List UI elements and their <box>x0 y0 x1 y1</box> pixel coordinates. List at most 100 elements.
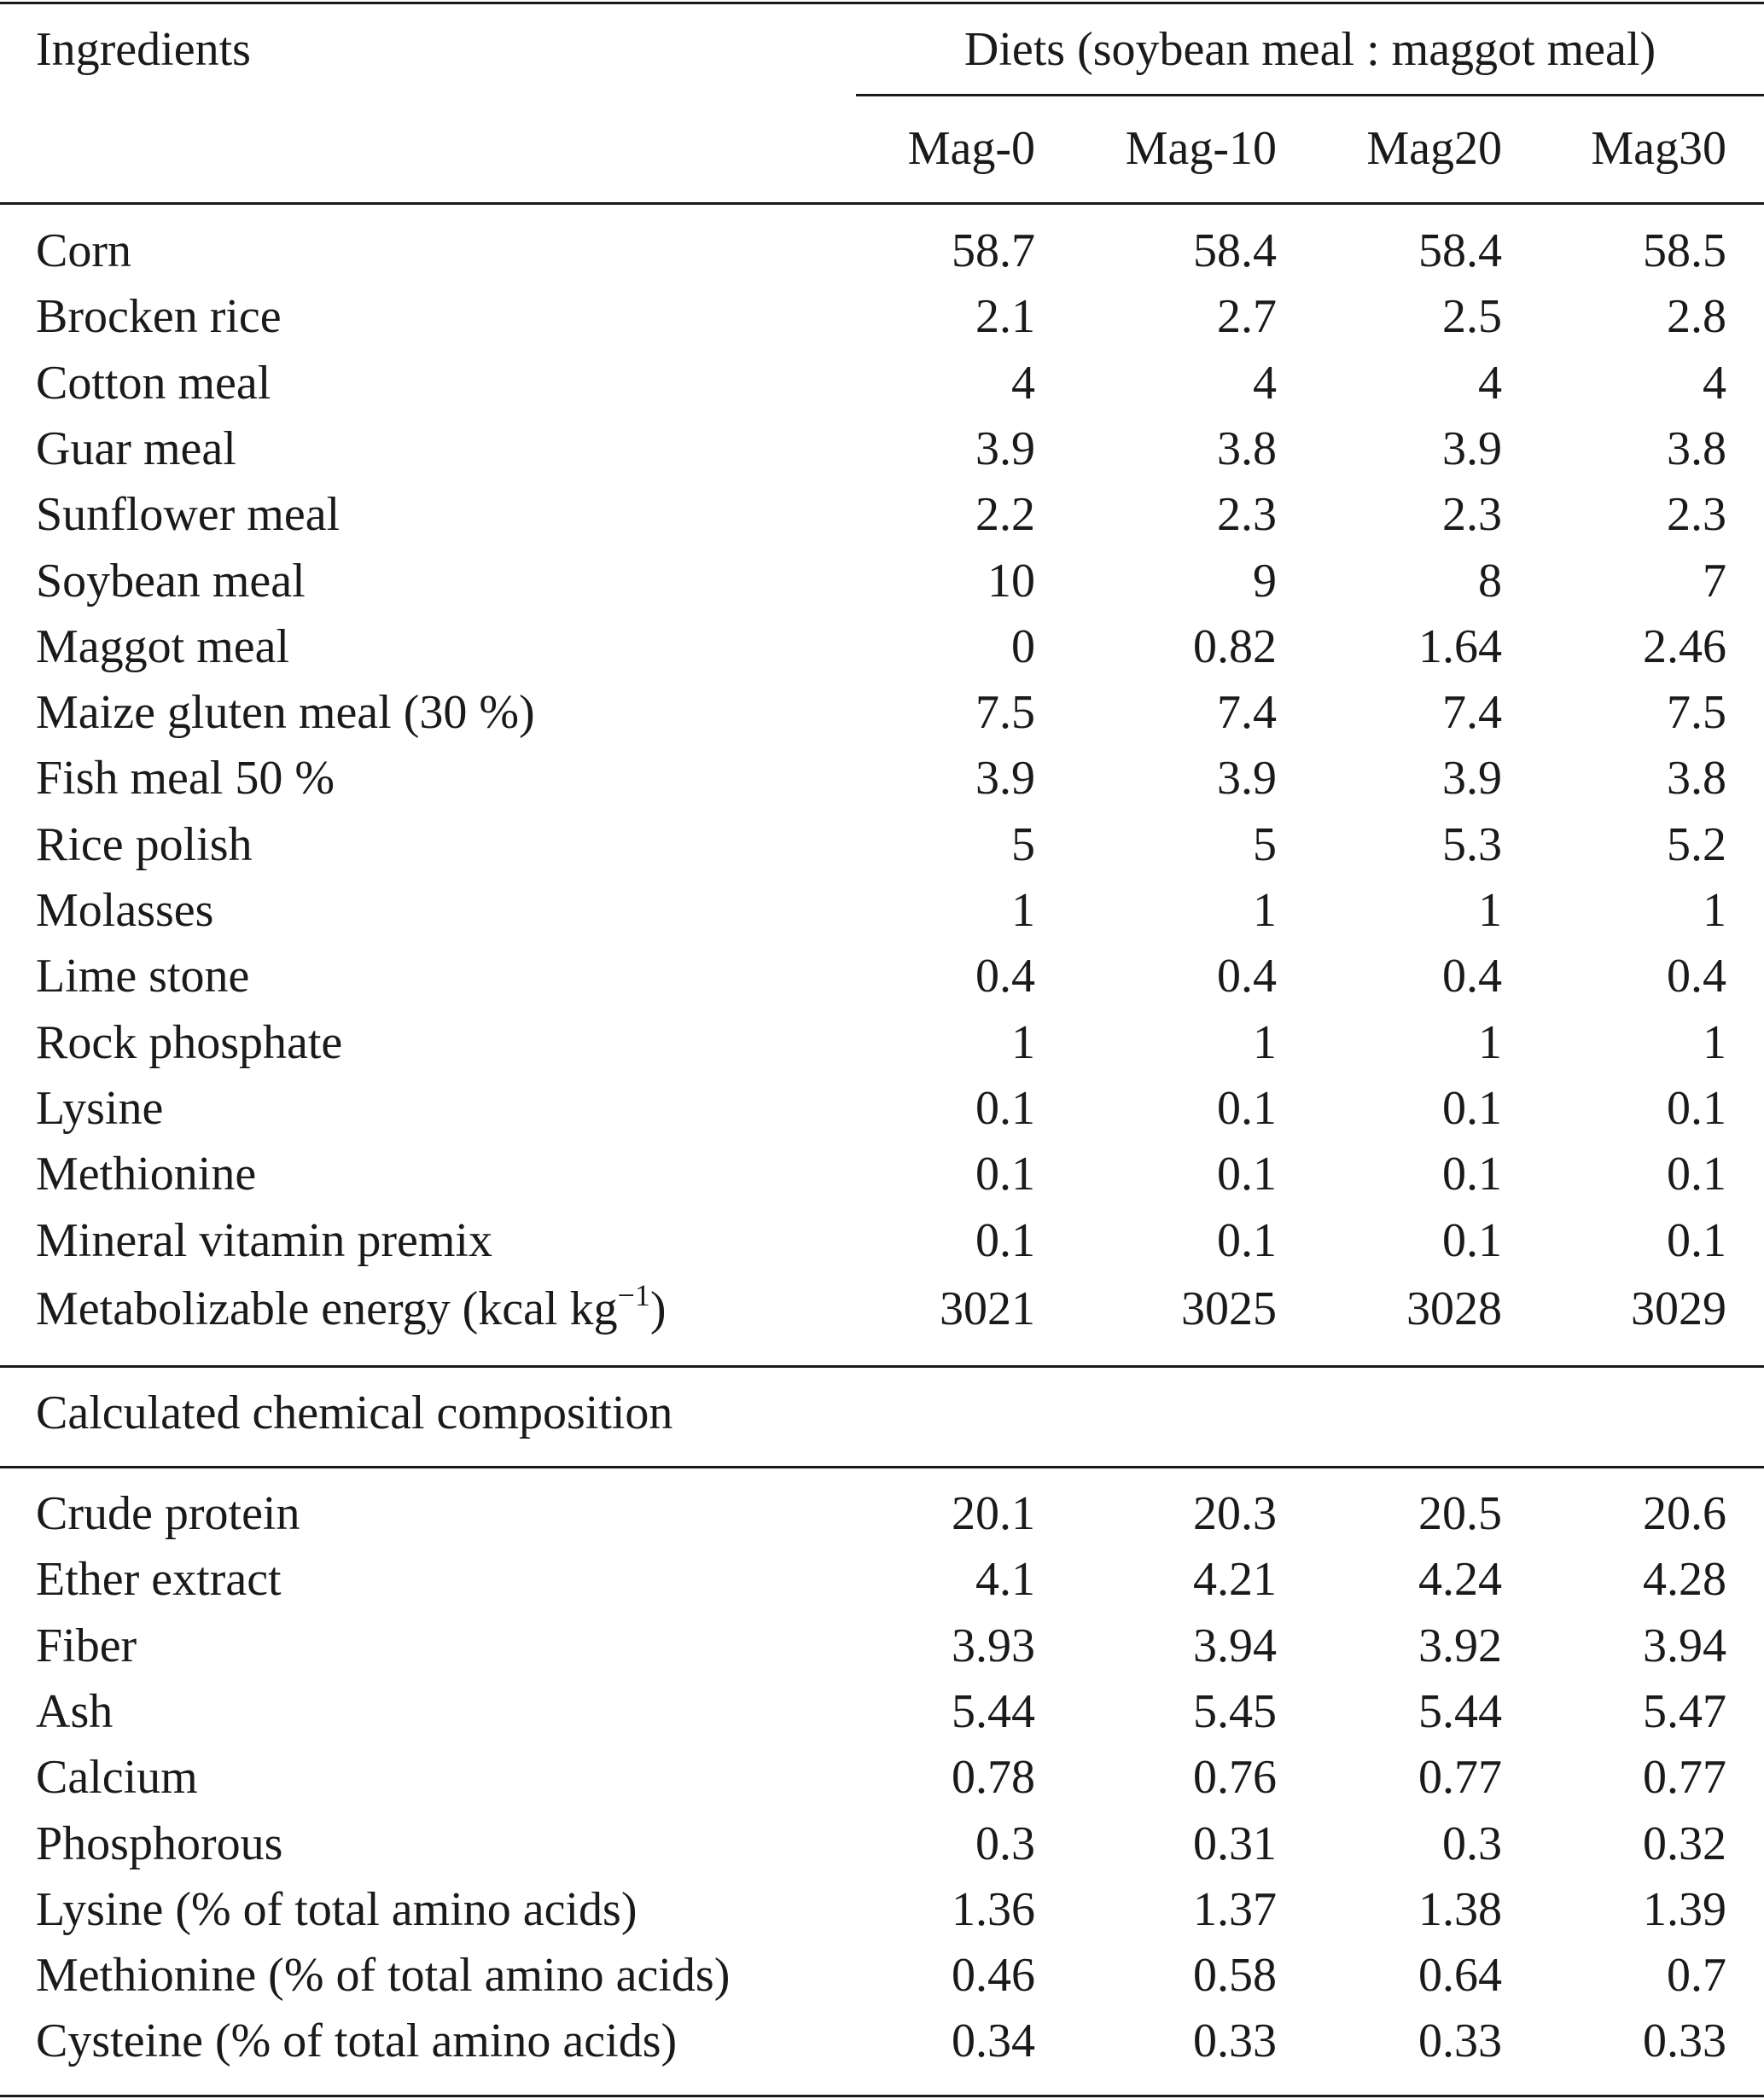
ingredient-row-value: 58.5 <box>1643 224 1726 277</box>
composition-row-value: 5.45 <box>1193 1684 1277 1738</box>
ingredient-row-value: 3.8 <box>1217 422 1277 475</box>
ingredient-row-label: Soybean meal <box>36 554 306 608</box>
ingredient-row-value: 0.1 <box>1667 1213 1726 1267</box>
composition-row-value: 0.34 <box>952 2015 1035 2068</box>
ingredient-row-value: 9 <box>1253 554 1277 608</box>
ingredient-row-value: 7.4 <box>1217 686 1277 740</box>
composition-row-value: 0.3 <box>1442 1817 1502 1870</box>
energy-unit-exponent: −1 <box>617 1278 650 1312</box>
composition-row-value: 0.33 <box>1643 2015 1726 2068</box>
ingredient-row-value: 0.1 <box>1667 1081 1726 1135</box>
ingredient-row-value: 3.9 <box>1442 422 1502 475</box>
ingredient-row-value: 58.4 <box>1193 224 1277 277</box>
composition-row-value: 0.64 <box>1418 1949 1502 2003</box>
composition-row-value: 0.58 <box>1193 1949 1277 2003</box>
composition-row-value: 0.77 <box>1643 1751 1726 1805</box>
table-bottom-rule <box>0 2095 1764 2097</box>
ingredient-row-value: 1 <box>1703 1015 1726 1069</box>
ingredient-row-value: 0.4 <box>1217 950 1277 1003</box>
composition-row-label: Crude protein <box>36 1487 300 1540</box>
composition-row-label: Cysteine (% of total amino acids) <box>36 2015 678 2068</box>
ingredient-row-value: 1 <box>1253 1015 1277 1069</box>
composition-row-value: 3.94 <box>1193 1619 1277 1672</box>
ingredient-row-value: 0.82 <box>1193 619 1277 673</box>
ingredient-row-value: 0.1 <box>1442 1148 1502 1201</box>
ingredient-row-value: 2.3 <box>1442 488 1502 542</box>
header-bottom-rule <box>0 202 1764 205</box>
ingredient-row-value: 10 <box>987 554 1035 608</box>
composition-row-label: Calcium <box>36 1751 198 1805</box>
ingredient-row-value: 0.4 <box>1667 950 1726 1003</box>
composition-row-value: 3.92 <box>1418 1619 1502 1672</box>
ingredient-row-value: 4 <box>1011 356 1035 410</box>
ingredient-row-label: Rock phosphate <box>36 1015 343 1069</box>
composition-row-value: 4.24 <box>1418 1553 1502 1607</box>
composition-row-value: 0.32 <box>1643 1817 1726 1870</box>
ingredient-row-value: 2.46 <box>1643 619 1726 673</box>
composition-heading: Calculated chemical composition <box>36 1387 673 1439</box>
ingredient-row-value: 8 <box>1478 554 1502 608</box>
ingredient-row-value: 0 <box>1011 619 1035 673</box>
ingredient-row-label: Maize gluten meal (30 %) <box>36 686 535 740</box>
ingredient-row-value: 2.5 <box>1442 290 1502 344</box>
ingredient-row-value: 1 <box>1011 1015 1035 1069</box>
ingredient-row-value: 1.64 <box>1418 619 1502 673</box>
ingredient-row-value: 3.9 <box>975 422 1035 475</box>
ingredient-row-value: 4 <box>1253 356 1277 410</box>
composition-row-value: 5.44 <box>952 1684 1035 1738</box>
column-header-mag30: Mag30 <box>1591 122 1726 175</box>
ingredient-row-label: Cotton meal <box>36 356 271 410</box>
composition-row-value: 3.93 <box>952 1619 1035 1672</box>
column-header-mag-10: Mag-10 <box>1125 122 1277 175</box>
ingredient-row-value: 2.1 <box>975 290 1035 344</box>
ingredient-row-value: 5 <box>1253 817 1277 871</box>
ingredient-row-value: 3.9 <box>975 752 1035 805</box>
ingredient-row-value: 3.8 <box>1667 422 1726 475</box>
ingredient-row-value: 1 <box>1478 884 1502 937</box>
composition-row-value: 5.47 <box>1643 1684 1726 1738</box>
ingredient-row-value: 0.1 <box>975 1148 1035 1201</box>
composition-row-label: Methionine (% of total amino acids) <box>36 1949 731 2003</box>
composition-row-label: Ether extract <box>36 1553 282 1607</box>
ingredient-row-value: 7 <box>1703 554 1726 608</box>
ingredient-row-value: 0.1 <box>1442 1213 1502 1267</box>
composition-row-value: 0.3 <box>975 1817 1035 1870</box>
energy-value: 3021 <box>940 1282 1035 1335</box>
ingredient-row-value: 2.7 <box>1217 290 1277 344</box>
composition-row-value: 4.28 <box>1643 1553 1726 1607</box>
ingredient-row-value: 2.3 <box>1217 488 1277 542</box>
ingredient-row-value: 0.1 <box>1217 1213 1277 1267</box>
ingredient-row-label: Rice polish <box>36 817 253 871</box>
ingredient-row-value: 58.4 <box>1418 224 1502 277</box>
energy-label: Metabolizable energy (kcal kg−1) <box>36 1280 667 1336</box>
ingredient-row-value: 5.2 <box>1667 817 1726 871</box>
composition-row-value: 1.39 <box>1643 1882 1726 1936</box>
composition-row-value: 0.77 <box>1418 1751 1502 1805</box>
ingredient-row-value: 0.4 <box>1442 950 1502 1003</box>
composition-row-value: 0.33 <box>1193 2015 1277 2068</box>
composition-row-value: 20.1 <box>952 1487 1035 1540</box>
ingredients-header: Ingredients <box>36 23 251 76</box>
ingredient-row-label: Sunflower meal <box>36 488 341 542</box>
composition-heading-rule <box>0 1466 1764 1468</box>
composition-row-value: 0.31 <box>1193 1817 1277 1870</box>
energy-value: 3025 <box>1181 1282 1277 1335</box>
composition-row-value: 0.76 <box>1193 1751 1277 1805</box>
ingredient-row-value: 2.8 <box>1667 290 1726 344</box>
ingredient-row-value: 7.5 <box>1667 686 1726 740</box>
composition-row-value: 20.6 <box>1643 1487 1726 1540</box>
ingredient-row-value: 7.5 <box>975 686 1035 740</box>
ingredient-row-value: 3.9 <box>1442 752 1502 805</box>
table-top-rule <box>0 2 1764 4</box>
composition-row-value: 1.38 <box>1418 1882 1502 1936</box>
ingredient-row-label: Corn <box>36 224 131 277</box>
ingredient-row-value: 4 <box>1703 356 1726 410</box>
composition-row-value: 4.1 <box>975 1553 1035 1607</box>
ingredient-row-label: Brocken rice <box>36 290 282 344</box>
ingredient-row-value: 1 <box>1011 884 1035 937</box>
composition-row-value: 0.78 <box>952 1751 1035 1805</box>
composition-row-label: Fiber <box>36 1619 137 1672</box>
composition-row-value: 1.37 <box>1193 1882 1277 1936</box>
ingredient-row-value: 4 <box>1478 356 1502 410</box>
composition-row-value: 20.5 <box>1418 1487 1502 1540</box>
